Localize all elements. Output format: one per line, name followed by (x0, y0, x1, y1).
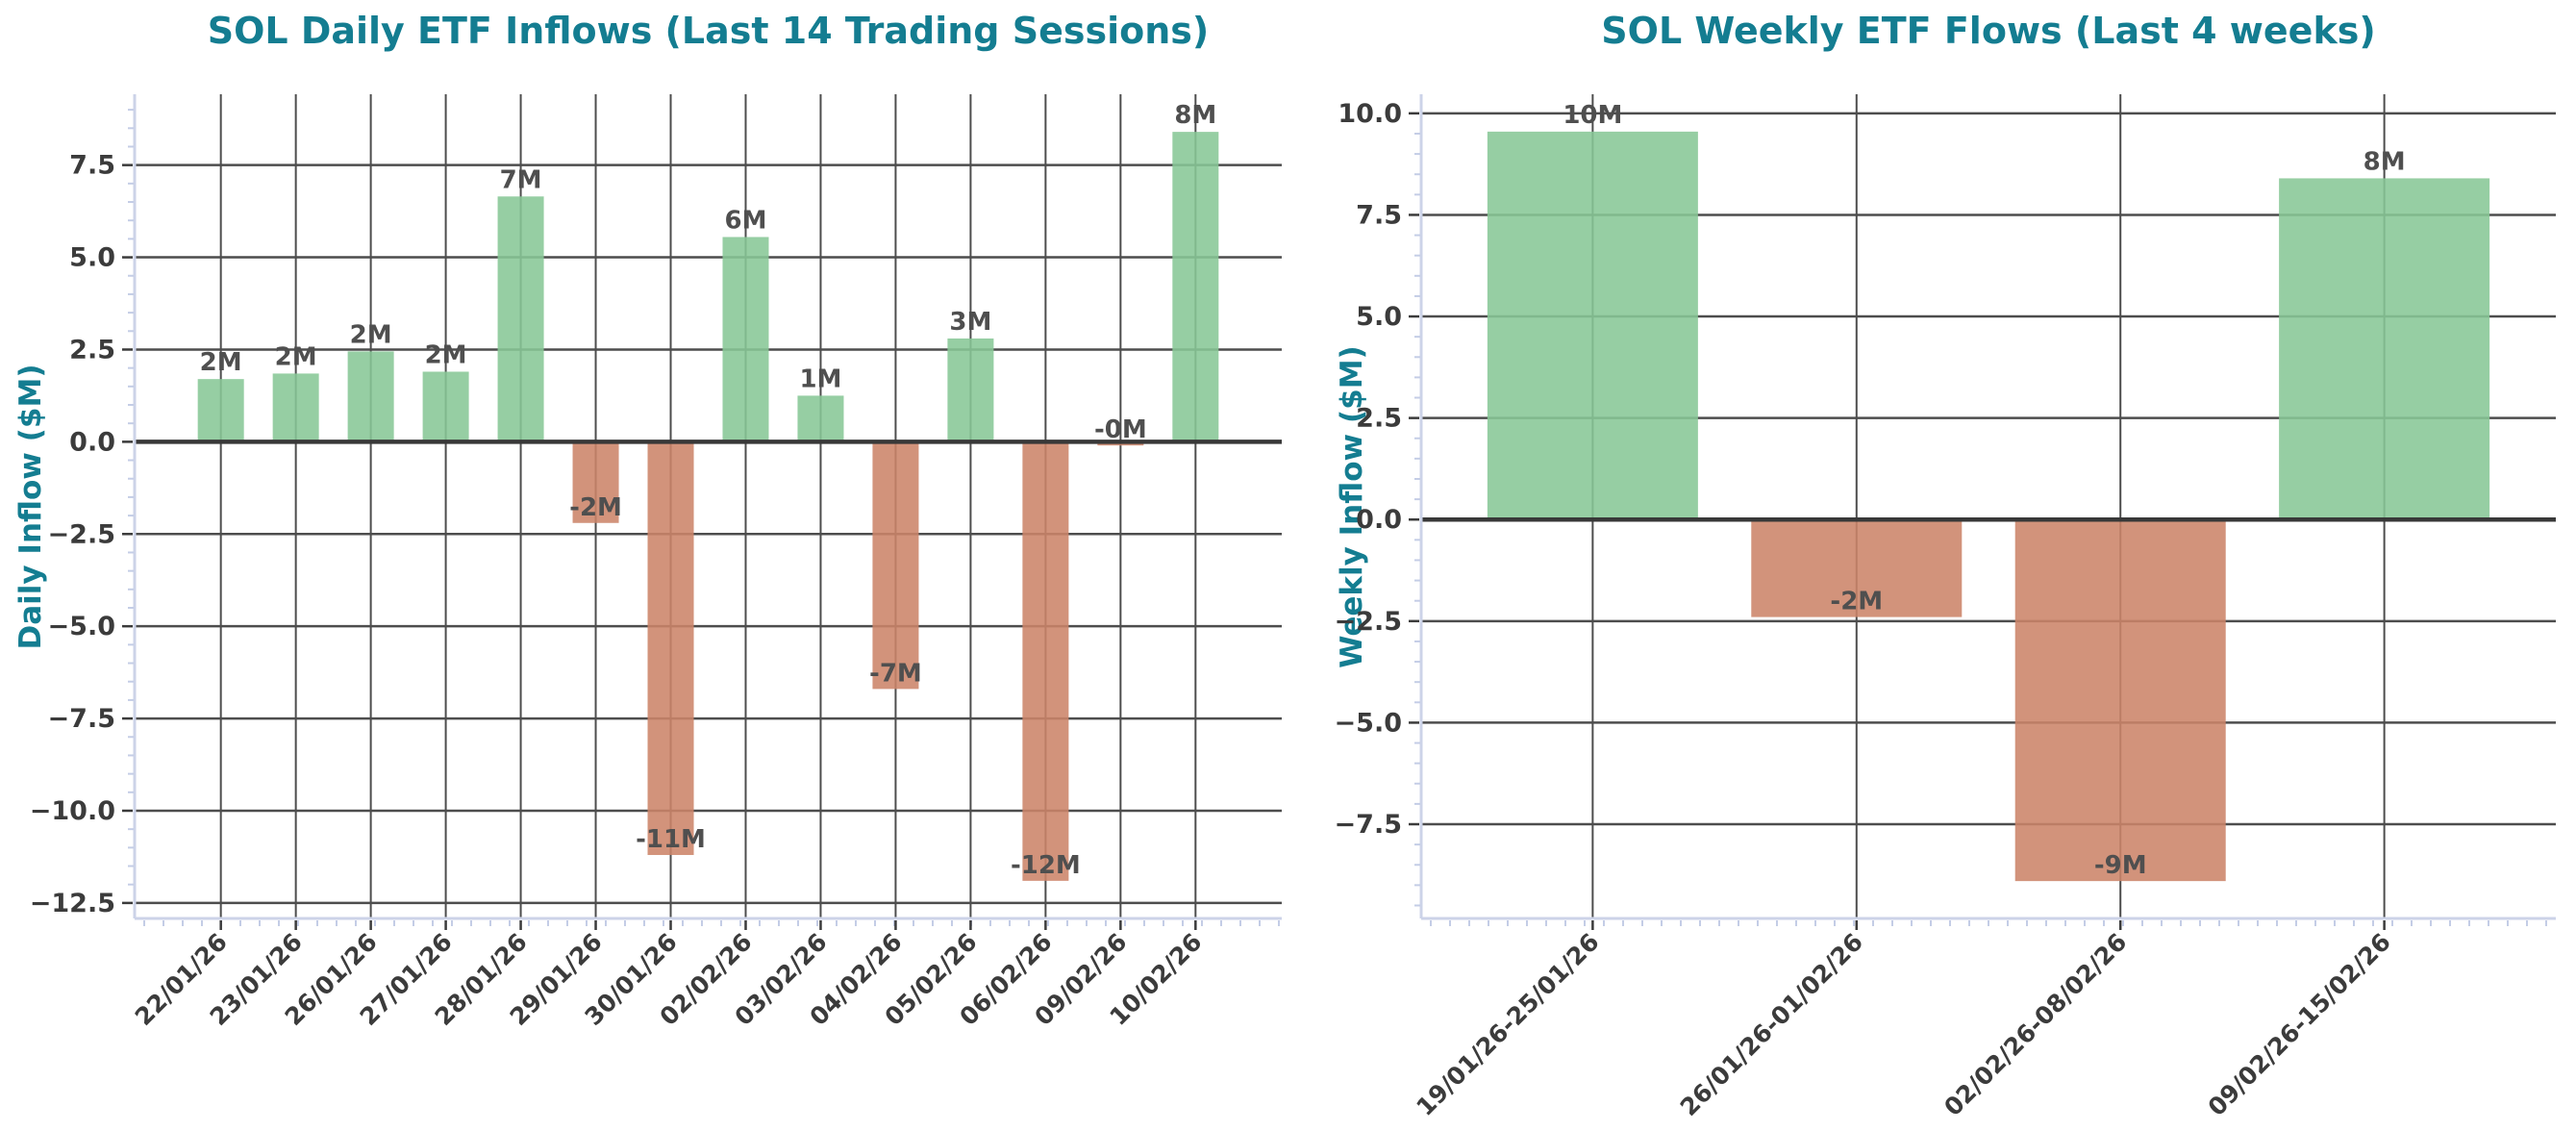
bar-value-label: 6M (725, 206, 767, 235)
weekly-chart-title: SOL Weekly ETF Flows (Last 4 weeks) (1601, 10, 2376, 52)
bar-19/01/26-25/01/26 (1487, 131, 1698, 520)
y-tick-label: 7.5 (1356, 200, 1402, 230)
y-tick-label: −2.5 (1335, 607, 1402, 637)
bar-value-label: 2M (275, 342, 317, 371)
bar-value-label: 1M (799, 364, 841, 393)
y-tick-label: −5.0 (1335, 708, 1402, 738)
bar-23/01/26 (272, 373, 319, 442)
bar-value-label: 3M (949, 308, 991, 337)
bar-06/02/26 (1022, 441, 1069, 881)
bar-02/02/26-08/02/26 (2014, 519, 2226, 882)
bar-26/01/26-01/02/26 (1751, 519, 1963, 617)
bar-value-label: 2M (200, 348, 242, 377)
y-tick-label: 10.0 (1338, 99, 1402, 129)
y-tick-label: −5.0 (48, 612, 115, 641)
y-tick-label: −7.5 (48, 704, 115, 734)
x-tick-label: 19/01/26-25/01/26 (1411, 928, 1604, 1121)
bar-04/02/26 (872, 441, 919, 690)
bar-value-label: -9M (2094, 851, 2147, 880)
bar-value-label: 10M (1563, 101, 1622, 130)
y-tick-label: 0.0 (1356, 505, 1402, 535)
bar-27/01/26 (422, 371, 469, 442)
bar-03/02/26 (797, 395, 844, 442)
bar-09/02/26-15/02/26 (2279, 178, 2490, 520)
bar-value-label: 7M (500, 165, 542, 194)
bar-29/01/26 (572, 441, 619, 523)
bar-value-label: -7M (869, 659, 922, 688)
bar-26/01/26 (347, 351, 394, 442)
bar-value-label: -2M (569, 493, 622, 522)
y-tick-label: −10.0 (30, 796, 115, 826)
x-tick-label: 26/01/26-01/02/26 (1675, 928, 1868, 1121)
bar-05/02/26 (947, 338, 994, 442)
y-tick-label: −2.5 (48, 519, 115, 549)
y-tick-label: 7.5 (69, 151, 115, 181)
y-tick-label: −12.5 (30, 889, 115, 918)
bar-value-label: 8M (2363, 147, 2406, 176)
daily-chart-title: SOL Daily ETF Inflows (Last 14 Trading S… (207, 10, 1210, 52)
bar-value-label: -2M (1830, 588, 1883, 616)
y-tick-label: 2.5 (69, 335, 115, 364)
bar-value-label: 8M (1174, 101, 1216, 130)
bar-28/01/26 (497, 196, 544, 442)
bar-30/01/26 (647, 441, 694, 856)
x-tick-label: 02/02/26-08/02/26 (1938, 928, 2132, 1121)
y-tick-label: 0.0 (69, 427, 115, 457)
y-tick-label: 5.0 (69, 243, 115, 273)
bar-02/02/26 (722, 237, 769, 442)
bar-value-label: 2M (350, 320, 392, 349)
bar-22/01/26 (197, 379, 244, 442)
bar-value-label: 2M (425, 340, 467, 369)
y-tick-label: 2.5 (1356, 404, 1402, 434)
bar-value-label: -11M (636, 825, 706, 854)
x-tick-label: 09/02/26-15/02/26 (2203, 928, 2396, 1121)
bar-value-label: -12M (1011, 851, 1081, 880)
y-tick-label: −7.5 (1335, 810, 1402, 840)
bar-10/02/26 (1172, 132, 1219, 442)
bar-value-label: -0M (1094, 415, 1147, 444)
y-tick-label: 5.0 (1356, 302, 1402, 332)
